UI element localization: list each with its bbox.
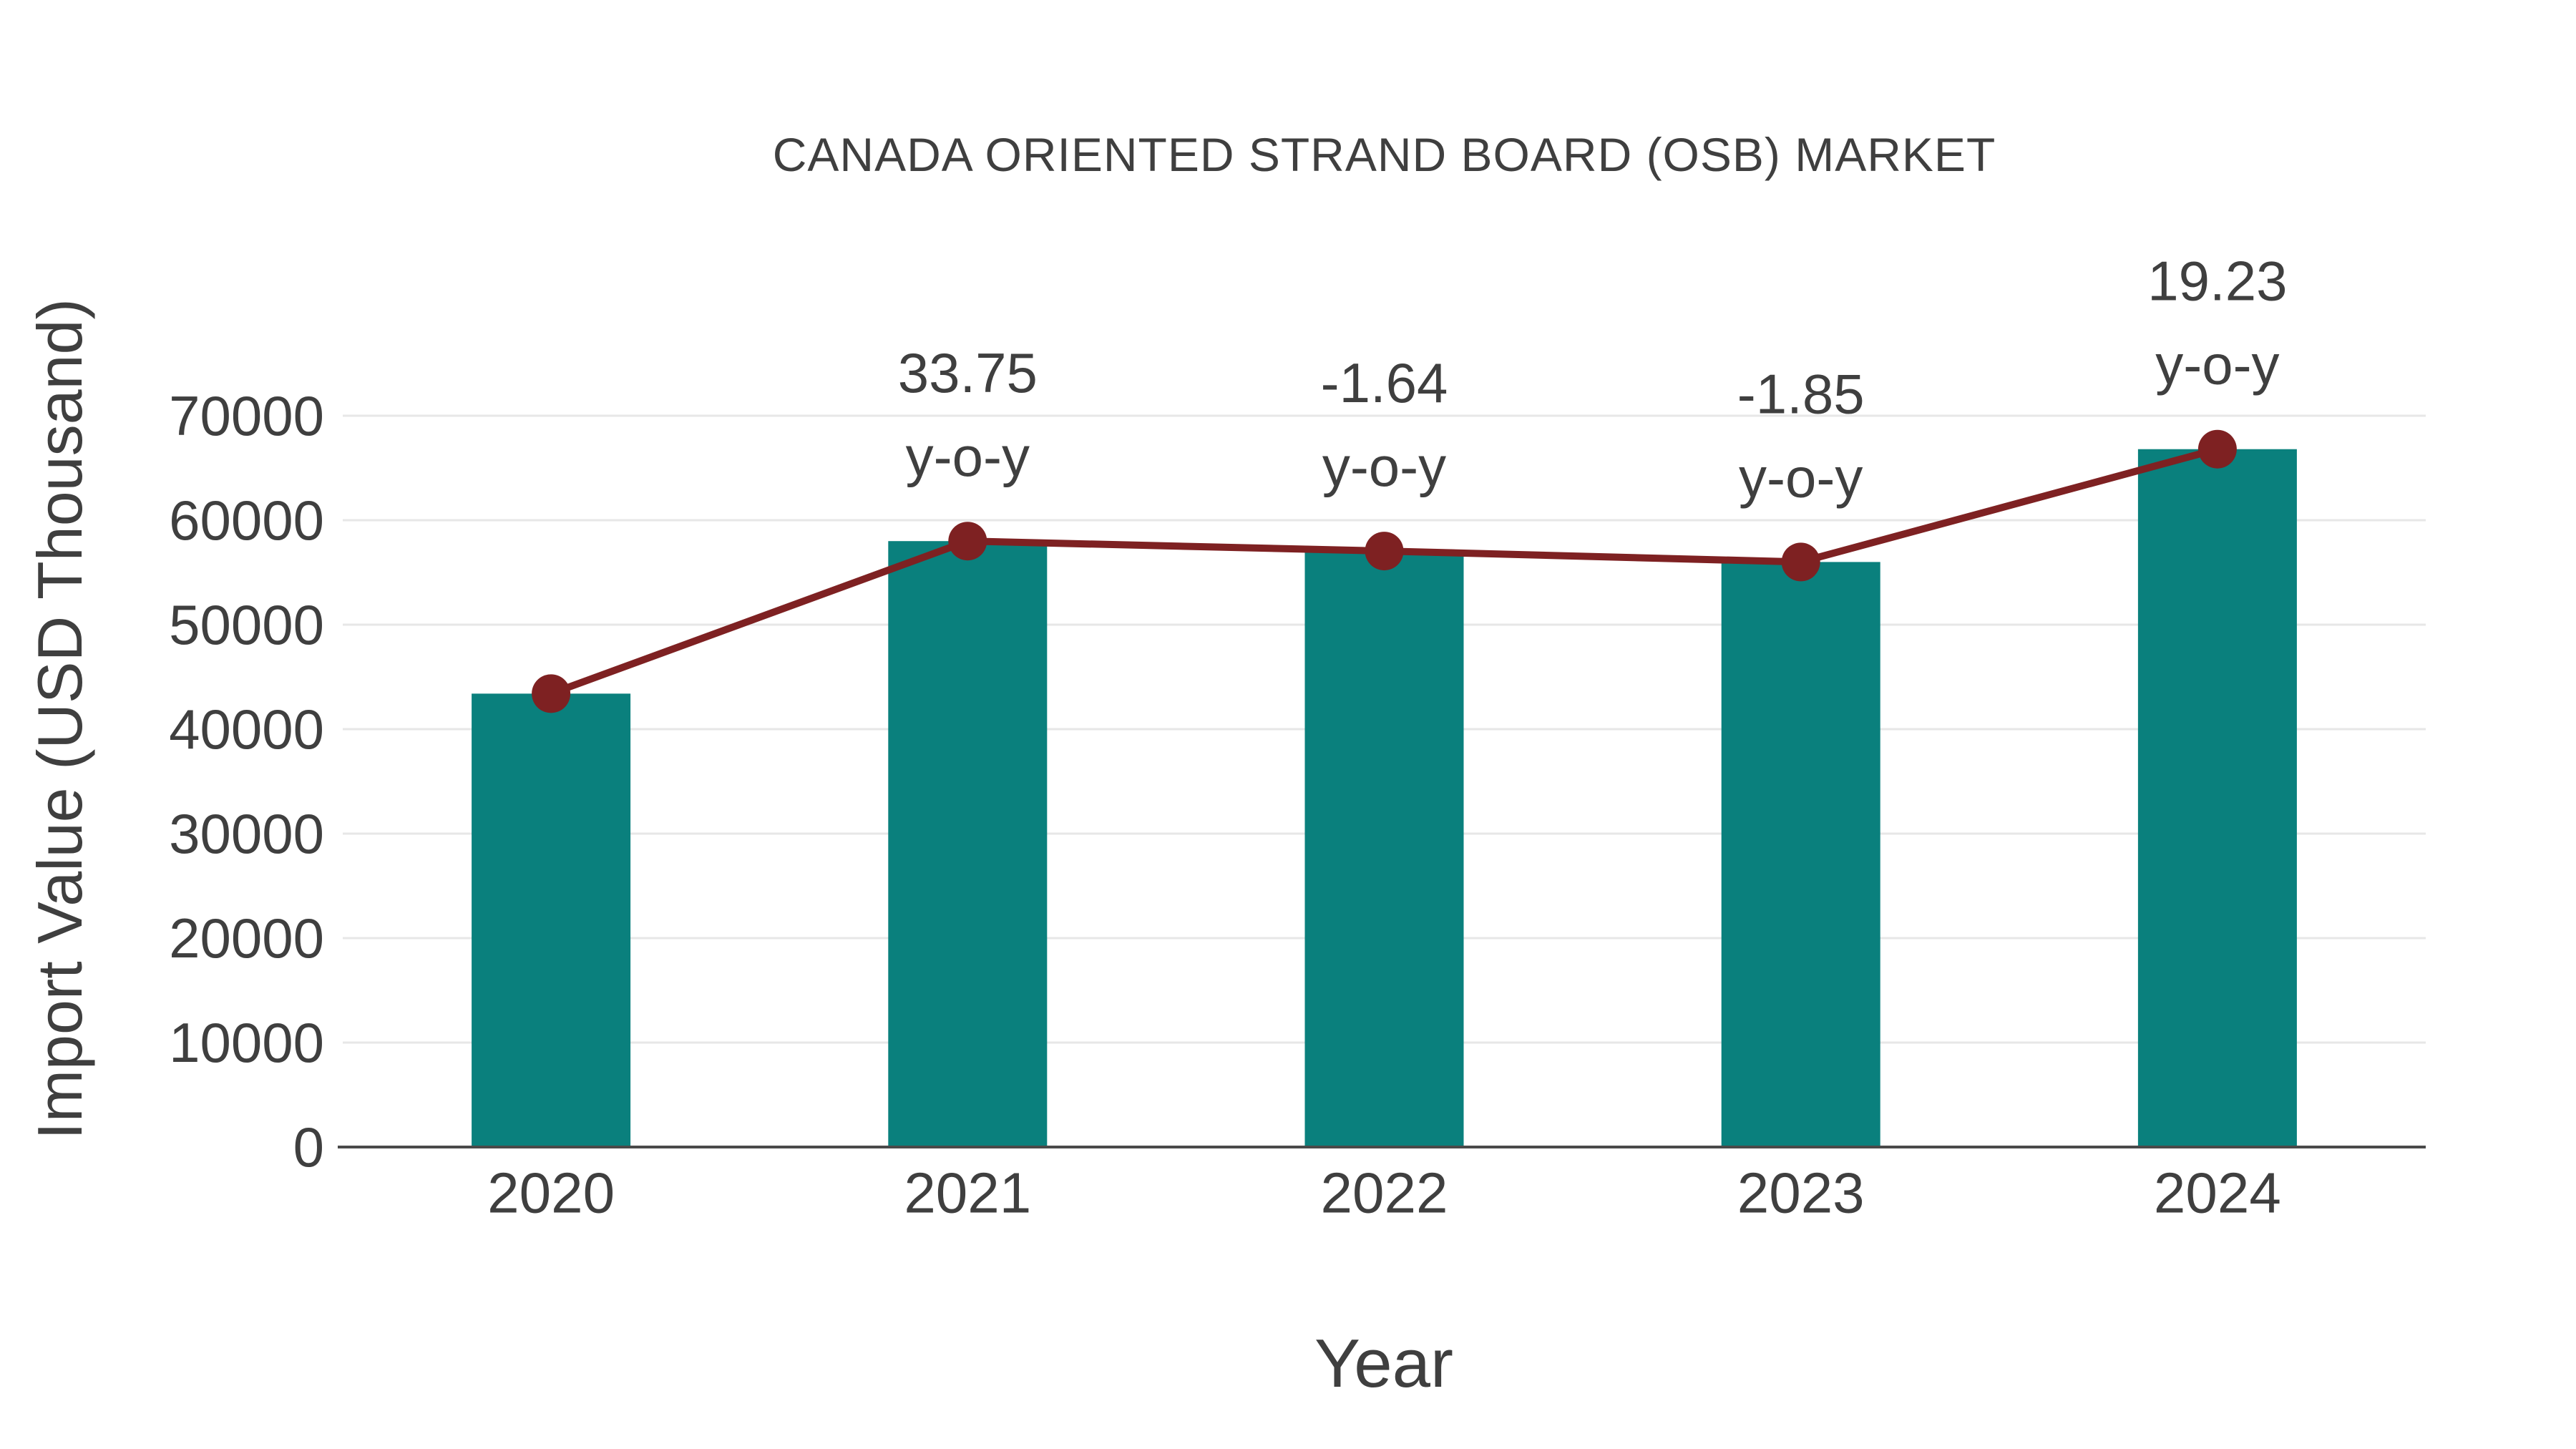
y-tick-label: 10000 (169, 1011, 324, 1074)
data-point-marker-2024 (2197, 429, 2237, 469)
data-point-marker-2021 (948, 522, 987, 561)
bar-2021 (888, 541, 1048, 1147)
yoy-annotation-suffix: y-o-y (906, 425, 1030, 488)
y-tick-label: 40000 (169, 698, 324, 761)
yoy-annotation-suffix: y-o-y (1322, 435, 1446, 498)
data-point-marker-2023 (1781, 542, 1820, 582)
chart-title: CANADA ORIENTED STRAND BOARD (OSB) MARKE… (772, 128, 1996, 181)
y-tick-label: 70000 (169, 384, 324, 447)
yoy-annotation-value: 19.23 (2147, 250, 2287, 313)
x-tick-label: 2023 (1737, 1161, 1865, 1225)
data-point-marker-2022 (1365, 532, 1404, 571)
x-tick-label: 2024 (2154, 1161, 2281, 1225)
y-tick-label: 60000 (169, 489, 324, 552)
y-tick-label: 0 (293, 1116, 324, 1179)
x-tick-label: 2021 (904, 1161, 1031, 1225)
yoy-annotation-value: 33.75 (898, 341, 1038, 404)
yoy-annotation-suffix: y-o-y (2155, 333, 2279, 396)
y-tick-label: 30000 (169, 802, 324, 865)
yoy-annotation-value: -1.85 (1737, 362, 1865, 425)
bar-2024 (2137, 449, 2297, 1147)
x-tick-label: 2022 (1321, 1161, 1448, 1225)
bar-2020 (472, 693, 631, 1147)
y-tick-label: 20000 (169, 907, 324, 970)
bar-2022 (1304, 551, 1464, 1147)
yoy-annotation-suffix: y-o-y (1739, 446, 1863, 509)
y-tick-label: 50000 (169, 593, 324, 656)
data-point-marker-2020 (532, 674, 571, 713)
x-tick-label: 2020 (487, 1161, 615, 1225)
yoy-annotation-value: -1.64 (1321, 351, 1448, 414)
x-axis-title: Year (1314, 1325, 1453, 1402)
bar-2023 (1721, 562, 1880, 1147)
